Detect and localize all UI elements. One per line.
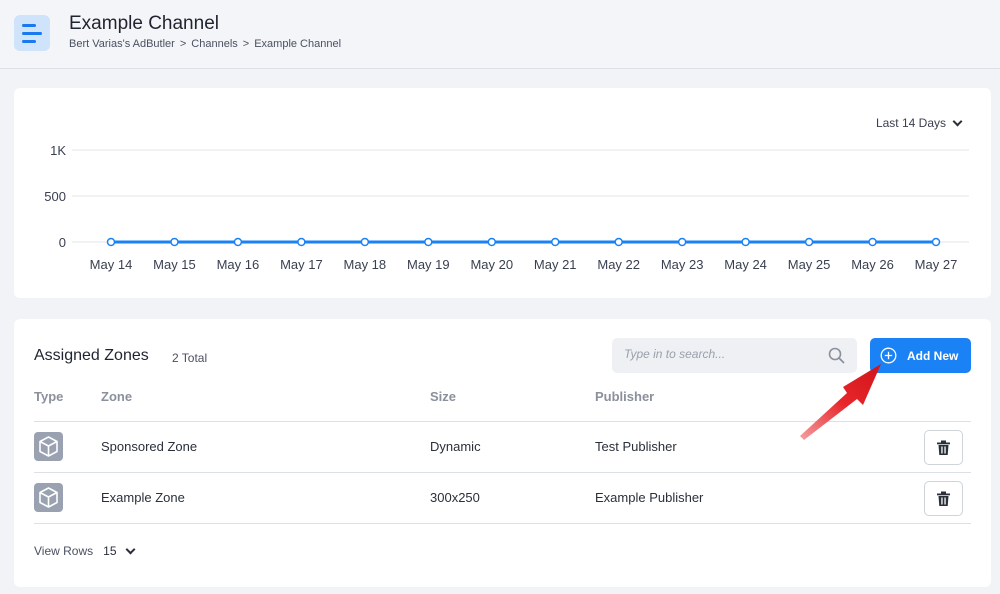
search-icon[interactable] — [828, 347, 845, 364]
x-tick-label: May 15 — [153, 257, 196, 272]
trash-icon — [937, 440, 950, 455]
x-tick-label: May 17 — [280, 257, 323, 272]
x-tick-label: May 18 — [344, 257, 387, 272]
page-title: Example Channel — [69, 13, 219, 34]
x-tick-label: May 25 — [788, 257, 831, 272]
table-row: Example Zone 300x250 Example Publisher — [34, 472, 971, 524]
x-tick-label: May 23 — [661, 257, 704, 272]
zone-type-icon — [34, 483, 63, 512]
data-point — [614, 237, 623, 247]
table-row: Sponsored Zone Dynamic Test Publisher — [34, 421, 971, 473]
data-point — [550, 237, 560, 247]
date-range-label: Last 14 Days — [875, 116, 946, 130]
data-point — [106, 237, 116, 247]
total-count: 2 Total — [172, 351, 208, 365]
cube-icon — [39, 436, 58, 457]
data-point — [424, 237, 433, 247]
date-range-select[interactable]: Last 14 Days — [875, 116, 963, 130]
x-tick-label: May 21 — [534, 257, 577, 272]
stats-chart-card: Last 14 Days 0 500 1K May 14 May 15 May 16 May… — [14, 88, 991, 298]
x-tick-label: May 19 — [407, 257, 450, 272]
y-tick-label: 0 — [59, 235, 66, 250]
chevron-down-icon — [125, 544, 135, 554]
cube-icon — [39, 487, 58, 508]
plus-circle-icon — [880, 347, 897, 364]
breadcrumb-channels[interactable]: Channels — [191, 38, 238, 50]
page-header: Example Channel Bert Varias's AdButler >… — [0, 0, 1000, 69]
zone-publisher: Example Publisher — [595, 490, 704, 505]
column-header-publisher[interactable]: Publisher — [595, 389, 655, 404]
x-tick-label: May 24 — [724, 257, 767, 272]
assigned-zones-card: Assigned Zones 2 Total Add New Type Zone… — [14, 319, 991, 587]
breadcrumb: Bert Varias's AdButler > Channels > Exam… — [69, 38, 341, 50]
zone-type-icon — [34, 432, 63, 461]
zone-size: Dynamic — [430, 439, 481, 454]
add-new-label: Add New — [907, 348, 959, 363]
data-point — [233, 237, 243, 247]
data-point — [170, 237, 179, 247]
section-title: Assigned Zones — [34, 347, 149, 364]
column-header-size[interactable]: Size — [430, 389, 457, 404]
add-new-button[interactable]: Add New — [870, 338, 971, 373]
line-chart: 0 500 1K May 14 May 15 May 16 May 17 May 18 May … — [44, 143, 969, 272]
delete-button[interactable] — [924, 430, 963, 465]
menu-icon[interactable] — [14, 15, 50, 51]
rows-per-page-value: 15 — [103, 544, 117, 558]
x-tick-label: May 16 — [217, 257, 260, 272]
y-tick-label: 500 — [44, 189, 66, 204]
y-tick-label: 1K — [50, 143, 66, 158]
search-input[interactable] — [624, 347, 824, 361]
x-tick-label: May 14 — [90, 257, 133, 272]
data-point — [487, 237, 497, 247]
breadcrumb-account[interactable]: Bert Varias's AdButler — [69, 38, 175, 50]
breadcrumb-separator: > — [179, 38, 187, 50]
trash-icon — [937, 491, 950, 506]
x-tick-label: May 20 — [470, 257, 513, 272]
zone-name[interactable]: Sponsored Zone — [101, 439, 198, 454]
breadcrumb-separator: > — [242, 38, 250, 50]
zone-name[interactable]: Example Zone — [101, 490, 185, 505]
zone-publisher: Test Publisher — [595, 439, 677, 454]
delete-button[interactable] — [924, 481, 963, 516]
data-point — [677, 237, 687, 247]
search-box — [612, 338, 857, 373]
data-point — [741, 237, 750, 247]
breadcrumb-current: Example Channel — [254, 38, 342, 50]
pagination-controls: View Rows 15 — [34, 544, 135, 558]
data-point — [804, 237, 814, 247]
data-point — [297, 237, 306, 247]
column-header-type[interactable]: Type — [34, 389, 64, 404]
data-point — [868, 237, 877, 247]
x-tick-label: May 27 — [915, 257, 958, 272]
view-rows-label: View Rows — [34, 544, 94, 558]
data-point — [360, 237, 370, 247]
zone-size: 300x250 — [430, 490, 480, 505]
data-point — [931, 237, 941, 247]
column-header-zone[interactable]: Zone — [101, 389, 133, 404]
rows-per-page-select[interactable]: 15 — [103, 544, 135, 558]
table-divider — [34, 523, 971, 524]
x-tick-label: May 26 — [851, 257, 894, 272]
x-tick-label: May 22 — [597, 257, 640, 272]
